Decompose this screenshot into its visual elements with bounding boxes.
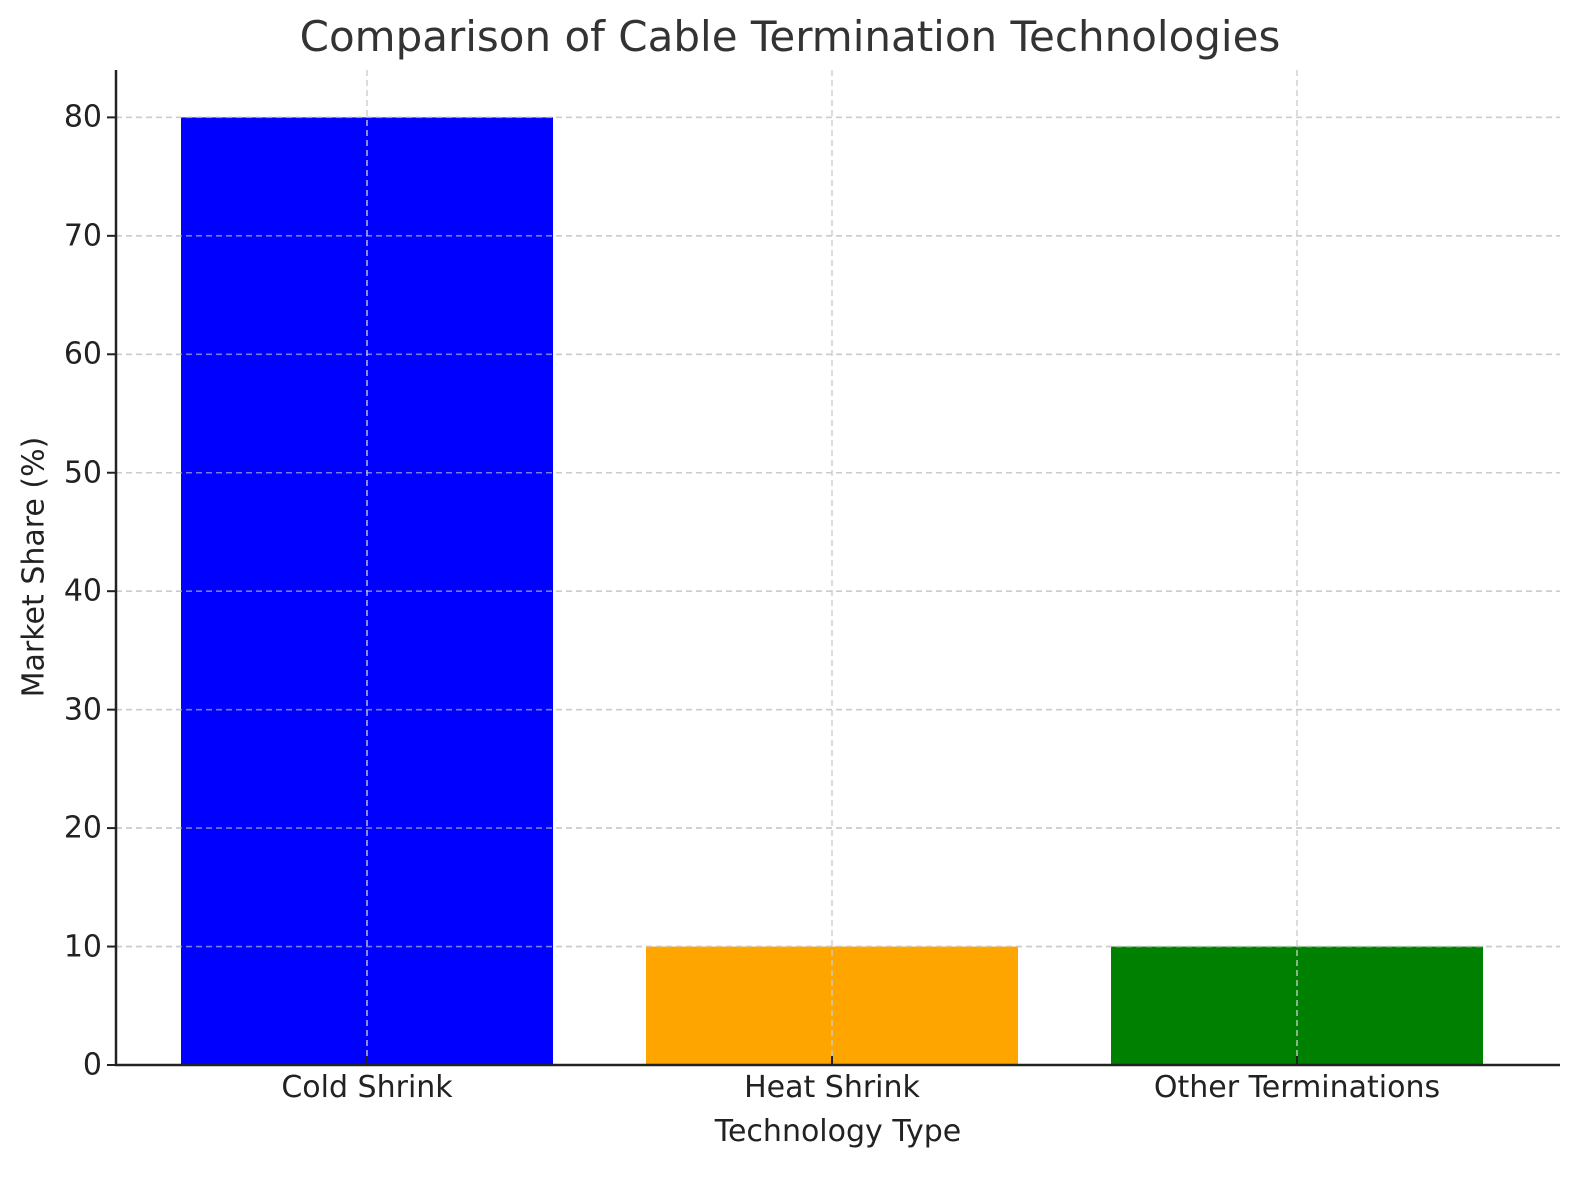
y-tick-label: 10 — [63, 929, 102, 965]
x-tick-label: Heat Shrink — [744, 1070, 920, 1105]
chart-title: Comparison of Cable Termination Technolo… — [299, 12, 1281, 61]
y-tick-label: 80 — [63, 99, 102, 135]
y-tick-label: 50 — [63, 455, 102, 491]
y-tick-label: 60 — [63, 336, 102, 372]
y-tick-label: 70 — [63, 218, 102, 254]
x-axis-label: Technology Type — [714, 1114, 962, 1149]
vertical-grid-lines — [116, 70, 1560, 1065]
y-axis-label: Market Share (%) — [16, 436, 52, 698]
x-tick-label: Cold Shrink — [281, 1070, 453, 1105]
y-tick-label: 20 — [63, 810, 102, 846]
y-tick-label: 30 — [63, 692, 102, 728]
y-tick-label: 0 — [82, 1047, 102, 1083]
y-tick-label: 40 — [63, 573, 102, 609]
axes — [107, 70, 1560, 1067]
x-tick-label: Other Terminations — [1153, 1070, 1441, 1105]
